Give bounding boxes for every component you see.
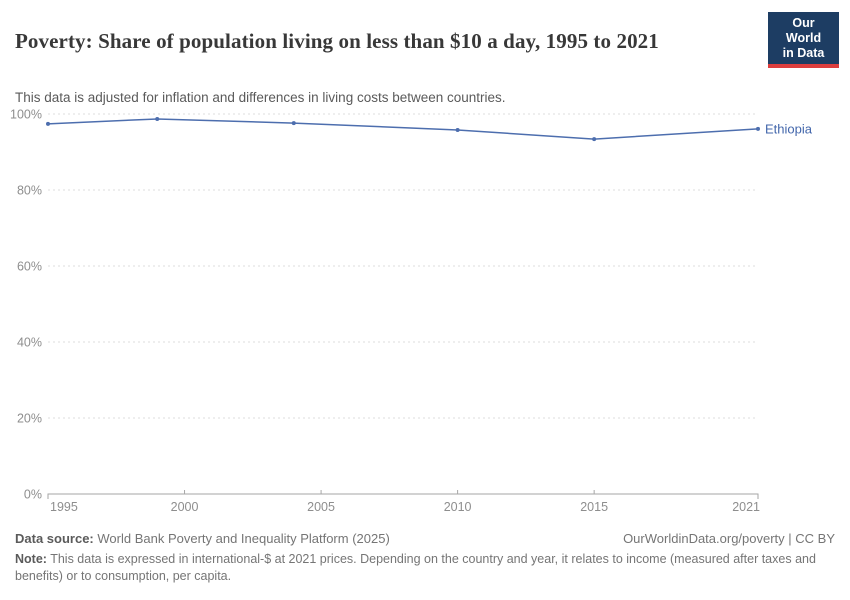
y-tick-label-60: 60% <box>17 260 42 274</box>
footer-note: Note: This data is expressed in internat… <box>15 551 835 585</box>
entity-label-ethiopia[interactable]: Ethiopia <box>765 121 813 136</box>
x-tick-label-2015: 2015 <box>580 500 608 514</box>
data-point-ethiopia-2004 <box>291 121 296 126</box>
data-point-ethiopia-2010 <box>455 127 460 132</box>
data-point-ethiopia-2015 <box>592 137 597 142</box>
x-axis-line <box>47 493 759 499</box>
line-chart-svg: 0% 20% 40% 60% 80% 100% 1995 2000 2005 2010 2015 20… <box>10 108 813 515</box>
footer-source-row: Data source: World Bank Poverty and Ineq… <box>15 531 835 546</box>
y-tick-label-80: 80% <box>17 184 42 198</box>
data-source-label: Data source: <box>15 531 94 546</box>
x-tick-label-2005: 2005 <box>307 500 335 514</box>
owid-logo-line1: Our World <box>785 16 822 45</box>
note-label: Note: <box>15 552 47 566</box>
y-tick-label-40: 40% <box>17 336 42 350</box>
chart-footer: Data source: World Bank Poverty and Ineq… <box>15 531 835 585</box>
chart-subtitle: This data is adjusted for inflation and … <box>15 89 506 105</box>
x-tick-label-1995: 1995 <box>50 500 78 514</box>
series-line-ethiopia <box>47 118 759 140</box>
note-text: This data is expressed in international-… <box>15 552 816 583</box>
x-tick-label-2000: 2000 <box>171 500 199 514</box>
data-point-ethiopia-1995 <box>46 121 50 126</box>
page-title: Poverty: Share of population living on l… <box>15 29 659 54</box>
owid-logo-line2: in Data <box>782 46 825 60</box>
y-tick-label-100: 100% <box>10 108 42 122</box>
y-tick-label-20: 20% <box>17 412 42 426</box>
credit-link[interactable]: OurWorldinData.org/poverty | CC BY <box>623 531 835 546</box>
data-source-text: World Bank Poverty and Inequality Platfo… <box>97 531 390 546</box>
data-point-ethiopia-2021 <box>756 126 760 131</box>
data-point-ethiopia-1999 <box>155 116 160 121</box>
owid-logo[interactable]: Our World in Data <box>768 12 839 68</box>
y-tick-label-0: 0% <box>24 488 42 502</box>
x-tick-label-2010: 2010 <box>444 500 472 514</box>
line-chart: 0% 20% 40% 60% 80% 100% 1995 2000 2005 2010 2015 20… <box>0 100 850 520</box>
data-source: Data source: World Bank Poverty and Ineq… <box>15 531 390 546</box>
x-tick-label-2021: 2021 <box>732 500 760 514</box>
